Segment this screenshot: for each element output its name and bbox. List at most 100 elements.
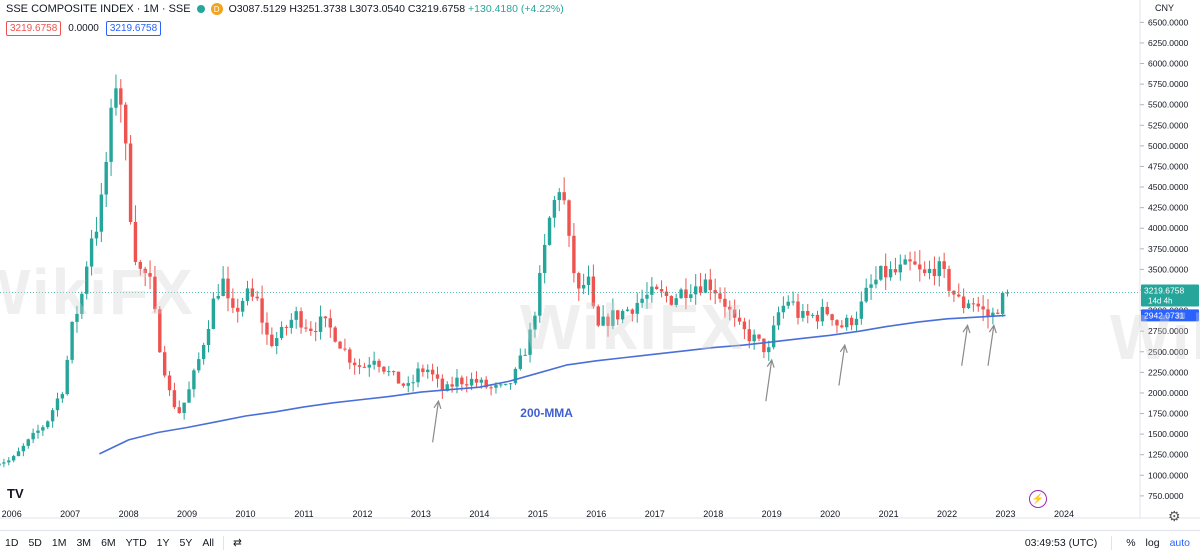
arrow-shaft [838,345,846,386]
candle-body [65,359,69,395]
timeframe-1d[interactable]: 1D [5,536,19,549]
percent-toggle[interactable]: % [1126,536,1136,549]
y-tick-label: 750.0000 [1148,491,1184,501]
candle-body [562,192,566,201]
candle-body [503,383,508,385]
timeframe-5d[interactable]: 5D [28,536,42,549]
candle-body [445,384,449,391]
x-tick-label: 2016 [586,509,606,519]
candle-body [776,312,781,326]
candle-body [708,279,713,291]
candle-body [952,290,956,295]
utc-clock[interactable]: 03:49:53 (UTC) [1024,536,1098,549]
indicator-values: 3219.6758 0.0000 3219.6758 [6,21,162,36]
candle-body [162,352,167,376]
candle-body [133,221,138,262]
x-tick-label: 2010 [236,509,256,519]
candle-body [586,276,591,285]
candle-body [957,294,961,297]
candle-body [1000,292,1005,314]
x-tick-label: 2006 [2,509,22,519]
candle-body [41,427,45,431]
y-tick-label: 6500.0000 [1148,17,1188,27]
candle-body [460,377,464,385]
x-tick-label: 2013 [411,509,431,519]
close-value: C3219.6758 [407,3,466,15]
candle-body [801,311,805,318]
candle-body [26,439,30,446]
currency-label[interactable]: CNY [1155,3,1175,13]
last-price-label: 3219.6758 [1144,285,1184,295]
tradingview-logo[interactable]: TV [7,486,24,501]
x-tick-label: 2009 [177,509,197,519]
candle-body [499,384,503,386]
candle-body [489,387,493,389]
candle-body [981,306,985,310]
candle-body [840,325,844,328]
candle-body [148,273,152,277]
candle-body [31,432,35,440]
candle-body [55,398,60,411]
timeframe-6m[interactable]: 6M [101,536,116,549]
timeframe-all[interactable]: All [202,536,215,549]
timeframe-5y[interactable]: 5Y [179,536,193,549]
candle-body [698,286,703,293]
candle-body [372,360,376,365]
y-tick-label: 2750.0000 [1148,326,1188,336]
y-tick-label: 2250.0000 [1148,367,1188,377]
candle-body [659,289,664,292]
compare-icon[interactable]: ⇄ [233,536,242,549]
candle-body [343,348,347,350]
timeframe-3m[interactable]: 3M [76,536,92,549]
candle-body [898,264,903,273]
candle-body [474,378,479,383]
symbol-title[interactable]: SSE COMPOSITE INDEX · 1M · SSE [6,3,191,15]
candle-body [231,298,235,308]
y-tick-label: 2500.0000 [1148,347,1188,357]
candle-body [625,309,630,311]
candle-body [976,303,980,307]
candle-body [528,329,532,355]
log-toggle[interactable]: log [1145,536,1160,549]
candle-body [450,384,454,387]
candle-body [16,451,21,457]
candle-body [357,365,362,367]
market-status-dot [196,5,205,13]
candle-body [226,278,230,299]
candle-body [391,371,396,373]
timeframe-1y[interactable]: 1Y [156,536,170,549]
candle-body [830,314,834,321]
candle-body [177,407,181,413]
candle-body [616,310,620,320]
candle-body [119,88,123,105]
timeframe-1m[interactable]: 1M [51,536,67,549]
arrow-shaft [765,359,773,402]
ma-value-label: 2942.0731 [1144,310,1184,320]
candle-body [718,293,722,299]
lightning-icon[interactable]: ⚡ [1029,490,1047,508]
candle-body [36,430,40,433]
open-value: O3087.5129 [228,3,287,15]
candle-body [820,306,825,322]
auto-toggle[interactable]: auto [1169,536,1190,549]
candle-body [640,298,644,303]
y-tick-label: 3500.0000 [1148,264,1188,274]
candle-body [669,296,674,305]
candle-body [601,316,605,326]
candle-body [60,394,65,399]
candle-body [518,355,523,369]
candle-body [104,161,108,195]
candle-body [465,384,469,386]
candle-body [85,266,89,294]
ma-value-tag [1141,309,1199,322]
candle-body [348,349,352,363]
candle-body [810,314,815,316]
timeframe-ytd[interactable]: YTD [125,536,147,549]
candle-body [275,338,279,347]
gear-icon[interactable]: ⚙ [1168,508,1181,524]
candle-body [172,390,177,408]
candle-body [937,261,941,277]
candle-body [338,341,342,349]
candle-body [192,370,196,390]
